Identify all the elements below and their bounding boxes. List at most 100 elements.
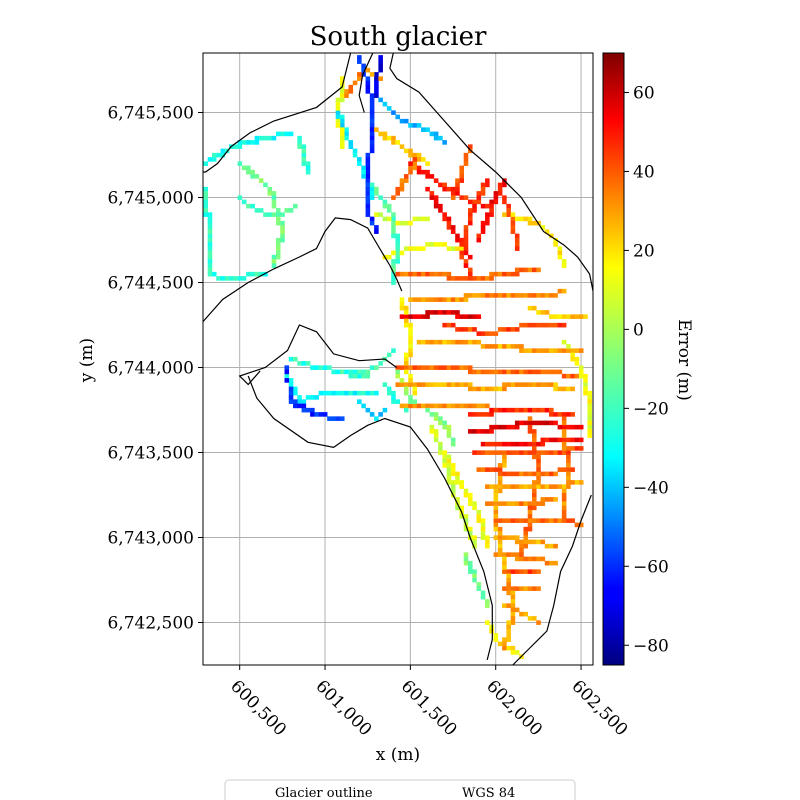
heat-cell	[480, 450, 486, 455]
heat-cell	[510, 590, 516, 596]
heat-cell	[514, 344, 520, 349]
heat-cell	[544, 322, 550, 328]
heat-cell	[433, 271, 439, 277]
heat-cell	[339, 114, 345, 120]
heat-cell	[318, 365, 324, 370]
heat-cell	[574, 522, 580, 528]
heat-cell	[459, 484, 465, 489]
heat-cell	[425, 382, 430, 387]
heat-cell	[237, 161, 243, 166]
heat-cell	[536, 450, 541, 455]
heat-cell	[553, 369, 558, 375]
heat-cell	[408, 123, 413, 128]
heat-cell	[203, 212, 208, 217]
heat-cell	[493, 331, 499, 336]
heat-cell	[348, 373, 354, 379]
heat-cell	[301, 403, 307, 409]
heat-cell	[527, 429, 533, 434]
heat-cell	[489, 424, 494, 430]
heat-cell	[527, 522, 533, 528]
heat-cell	[429, 403, 435, 409]
heat-cell	[587, 399, 593, 404]
heat-cell	[476, 369, 482, 375]
heat-cell	[531, 267, 537, 273]
glacier-outline	[202, 52, 594, 666]
heat-cell	[467, 531, 473, 536]
heat-cell	[455, 480, 460, 485]
heat-cell	[574, 348, 580, 353]
heat-cell	[455, 178, 460, 183]
heat-cell	[514, 369, 520, 375]
heat-cell	[455, 186, 460, 192]
heat-cell	[450, 463, 456, 468]
heat-cell	[348, 369, 354, 375]
heat-cell	[497, 424, 503, 430]
heat-cell	[271, 259, 277, 264]
heat-cell	[476, 429, 482, 434]
heat-cell	[293, 390, 298, 396]
heat-cell	[403, 403, 409, 409]
heat-cell	[561, 412, 567, 417]
heat-cell	[335, 114, 341, 120]
heat-cell	[467, 293, 473, 298]
heat-cell	[561, 433, 567, 438]
y-tick-label: 6,743,500	[107, 444, 194, 464]
heat-cell	[352, 369, 358, 375]
heat-cell	[578, 437, 584, 443]
heat-cell	[472, 314, 477, 319]
heat-cell	[510, 407, 516, 413]
heat-cell	[531, 505, 537, 511]
heat-cell	[339, 97, 345, 103]
heat-cell	[339, 144, 345, 149]
heat-cell	[369, 110, 375, 115]
heat-cell	[399, 403, 405, 409]
heat-cell	[531, 305, 537, 311]
heat-cell	[540, 497, 546, 502]
heat-cell	[425, 365, 430, 370]
heat-cell	[459, 382, 465, 387]
heat-cell	[523, 526, 529, 532]
heat-cell	[472, 327, 477, 332]
heat-cell	[365, 191, 371, 196]
heat-cell	[271, 195, 277, 200]
heat-cell	[348, 144, 354, 149]
heat-cell	[331, 416, 337, 421]
heat-cell	[211, 152, 217, 158]
heat-cell	[237, 144, 243, 149]
heat-cell	[463, 382, 469, 387]
heat-cell	[403, 314, 409, 319]
heat-cell	[450, 467, 456, 472]
heat-cell	[284, 365, 290, 370]
heat-cell	[442, 339, 447, 345]
heat-cell	[523, 369, 529, 375]
heat-cell	[425, 271, 430, 277]
heat-cell	[369, 148, 375, 154]
heat-cell	[352, 80, 358, 86]
colorbar-tick-label: 20	[633, 241, 655, 261]
heat-cell	[510, 220, 516, 226]
heat-cell	[557, 369, 563, 375]
heat-cell	[485, 599, 490, 604]
heat-cell	[485, 182, 490, 188]
heat-cell	[480, 344, 486, 349]
heat-cell	[438, 242, 443, 247]
heat-cell	[433, 178, 439, 183]
heat-cell	[514, 484, 520, 489]
heat-cell	[442, 140, 447, 145]
heat-cell	[395, 242, 401, 247]
heat-cell	[476, 195, 482, 200]
heat-cell	[472, 412, 477, 417]
heat-cell	[510, 271, 516, 277]
heat-cell	[485, 344, 490, 349]
heat-cell	[519, 543, 524, 549]
heat-cell	[416, 246, 422, 251]
heat-cell	[485, 603, 490, 608]
heat-cell	[553, 437, 558, 443]
heat-cell	[271, 212, 277, 217]
heat-cell	[523, 586, 529, 591]
heat-cell	[497, 539, 503, 545]
heat-cell	[467, 271, 473, 277]
heat-cell	[561, 492, 567, 498]
y-tick-label: 6,743,000	[107, 529, 194, 549]
heat-cell	[467, 412, 473, 417]
